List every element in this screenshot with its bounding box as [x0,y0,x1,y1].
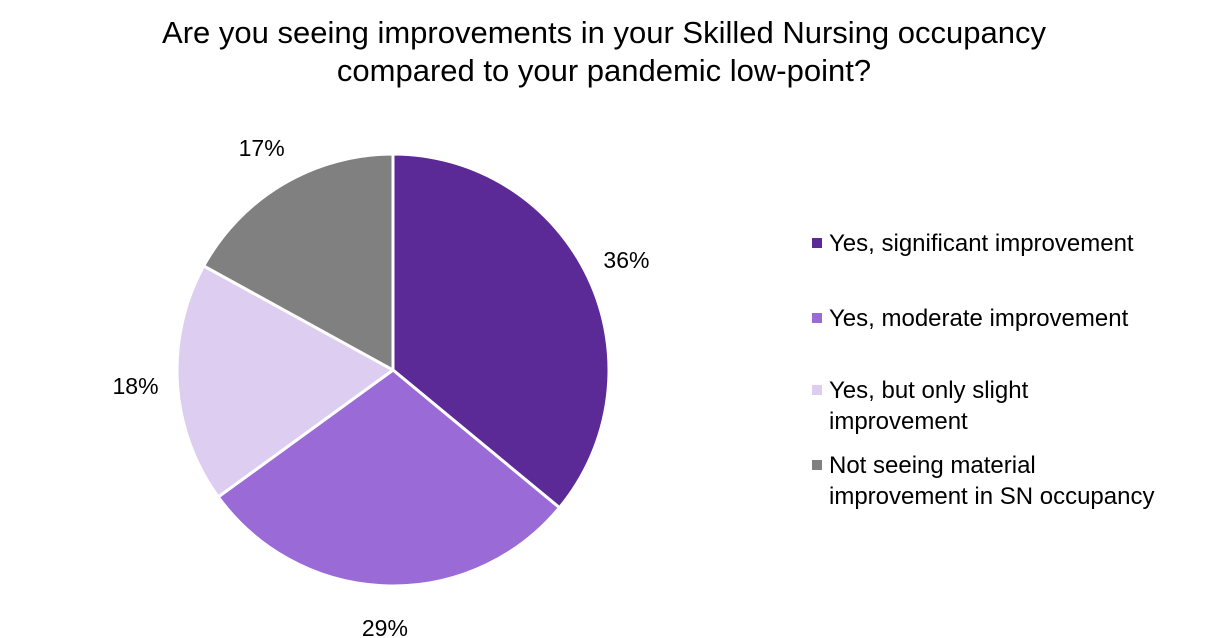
data-label-slight: 18% [112,373,158,399]
legend-label-not-seeing-line-1: Not seeing material [829,452,1036,479]
legend-swatch-not-seeing [812,460,822,470]
pie-slice-significant [391,152,611,510]
legend-label-moderate: Yes, moderate improvement [829,305,1129,332]
legend-label-significant: Yes, significant improvement [829,230,1134,257]
data-label-significant: 36% [603,247,649,273]
legend-swatch-significant [812,238,822,248]
data-label-moderate: 29% [362,615,408,638]
data-label-not-seeing: 17% [239,135,285,161]
legend-label-slight-line-1: Yes, but only slight [829,377,1029,404]
legend-swatch-slight [812,385,822,395]
chart-title: Are you seeing improvements in your Skil… [0,14,1208,90]
pie-data-labels: 36% 29% 18% 17% [112,135,649,638]
pie-slice-moderate [216,368,561,588]
pie-slice-not-seeing [202,152,395,372]
pie-slices [175,152,611,588]
legend-label-not-seeing-line-2: improvement in SN occupancy [829,483,1155,510]
legend-label-slight-line-2: improvement [829,408,968,435]
chart-title-line-2: compared to your pandemic low-point? [336,53,872,88]
chart-title-line-1: Are you seeing improvements in your Skil… [162,15,1046,50]
pie-slice-slight [175,264,395,499]
legend-swatch-moderate [812,313,822,323]
